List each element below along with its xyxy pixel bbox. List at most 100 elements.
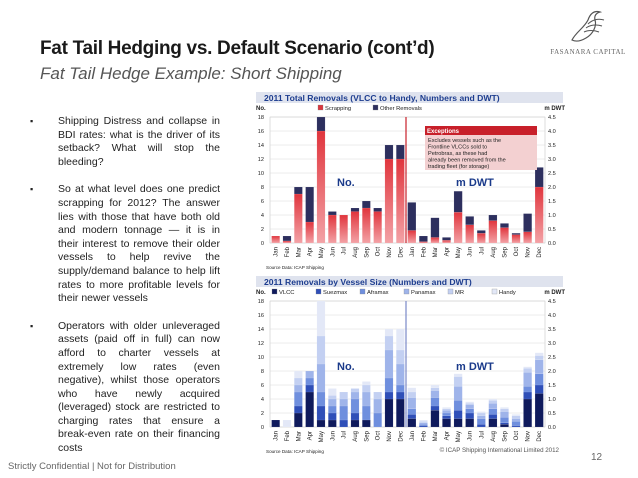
bar-segment: [350, 412, 360, 421]
bar-segment: [407, 387, 417, 393]
bar-segment: [294, 405, 303, 414]
bar-segment: [465, 401, 475, 404]
chart-copyright: © ICAP Shipping International Limited 20…: [440, 447, 560, 454]
chart-1: 2011 Total Removals (VLCC to Handy, Numb…: [256, 92, 565, 270]
bar-segment: [362, 405, 371, 421]
bar-segment: [316, 405, 326, 421]
bar-segment: [476, 230, 486, 234]
right-tick-label: 3.5: [548, 327, 556, 333]
bar-segment: [488, 408, 498, 415]
category-tick-label: Aug: [353, 431, 359, 442]
category-tick-label: Jun: [330, 431, 336, 441]
bar-segment: [373, 398, 382, 414]
bar-segment: [488, 214, 498, 221]
bar-segment: [476, 411, 486, 414]
bar-segment: [384, 349, 394, 379]
bar-segment: [488, 220, 498, 244]
category-tick-label: Oct: [514, 431, 520, 441]
category-tick-label: Feb: [421, 430, 427, 441]
bar-segment: [430, 397, 440, 407]
bar-segment: [407, 408, 417, 415]
category-tick-label: Nov: [387, 247, 393, 258]
bar-segment: [523, 213, 532, 232]
category-tick-label: Jan: [274, 247, 280, 257]
bar-segment: [419, 425, 428, 428]
bar-segment: [328, 405, 337, 414]
left-panel-label: No.: [337, 361, 355, 373]
bar-segment: [453, 212, 463, 244]
company-logo: FASANARA CAPITAL: [548, 6, 628, 66]
bar-segment: [396, 363, 405, 386]
category-tick-label: Dec: [398, 431, 404, 442]
bar-segment: [316, 419, 326, 428]
annotation-line: already been removed from the: [428, 158, 506, 164]
bar-segment: [523, 366, 532, 369]
bar-segment: [396, 349, 405, 365]
bar-segment: [339, 398, 348, 407]
bar-segment: [488, 400, 498, 404]
category-tick-label: Mar: [296, 431, 302, 441]
bar-segment: [339, 391, 348, 400]
bar-segment: [350, 388, 360, 393]
bar-segment: [305, 377, 314, 386]
category-tick-label: Sep: [502, 430, 508, 441]
bar-segment: [500, 227, 509, 244]
right-tick-label: 4.0: [548, 129, 556, 135]
legend-swatch: [317, 104, 324, 111]
bar-segment: [419, 421, 428, 423]
category-tick-label: Oct: [376, 431, 382, 441]
bar-segment: [362, 200, 371, 209]
bar-segment: [305, 221, 314, 244]
bar-segment: [419, 419, 428, 422]
bar-segment: [373, 211, 382, 244]
bullet-text: Operators with older unleveraged assets …: [58, 319, 220, 455]
bar-segment: [396, 328, 405, 351]
bar-segment: [339, 214, 348, 244]
bar-segment: [500, 408, 509, 412]
bar-segment: [362, 207, 371, 244]
bullet-list: ▪ Shipping Distress and collapse in BDI …: [30, 115, 220, 470]
bar-segment: [305, 384, 314, 393]
bar-segment: [362, 391, 371, 407]
legend-label: Panamax: [411, 290, 436, 296]
legend-swatch: [491, 288, 498, 295]
bar-segment: [430, 217, 440, 238]
category-tick-label: Apr: [308, 431, 314, 440]
bar-segment: [465, 216, 475, 225]
annotation-body: [425, 135, 537, 170]
bar-segment: [476, 415, 486, 419]
bar-segment: [305, 370, 314, 379]
right-tick-label: 4.0: [548, 313, 556, 319]
category-tick-label: Nov: [526, 247, 532, 258]
bullet-marker: ▪: [30, 116, 34, 126]
bar-segment: [511, 418, 521, 422]
legend-label: Suezmax: [323, 290, 347, 296]
category-tick-label: Apr: [445, 247, 451, 256]
category-tick-label: Jan: [410, 247, 416, 257]
category-tick-label: Jun: [330, 247, 336, 257]
category-tick-label: Jan: [274, 431, 280, 441]
bar-segment: [362, 381, 371, 386]
right-tick-label: 2.5: [548, 171, 556, 177]
legend-swatch: [372, 104, 379, 111]
bar-segment: [465, 404, 475, 409]
bullet-item: ▪ So at what level does one predict scra…: [30, 183, 220, 305]
page-number: 12: [591, 452, 603, 463]
bar-segment: [488, 398, 498, 401]
bar-segment: [453, 386, 463, 401]
category-tick-label: Sep: [502, 246, 508, 257]
right-tick-label: 1.5: [548, 383, 556, 389]
bar-segment: [430, 410, 440, 428]
bar-segment: [534, 384, 544, 394]
bar-segment: [523, 231, 532, 244]
bar-segment: [328, 388, 337, 396]
bar-segment: [430, 237, 440, 244]
bar-segment: [523, 391, 532, 400]
right-tick-label: 4.5: [548, 299, 556, 305]
bar-segment: [442, 240, 451, 244]
right-tick-label: 0.0: [548, 425, 556, 431]
left-tick-label: 8: [261, 369, 264, 375]
category-tick-label: May: [456, 431, 462, 442]
bar-segment: [384, 335, 394, 351]
bullet-text: Shipping Distress and collapse in BDI ra…: [58, 115, 220, 168]
